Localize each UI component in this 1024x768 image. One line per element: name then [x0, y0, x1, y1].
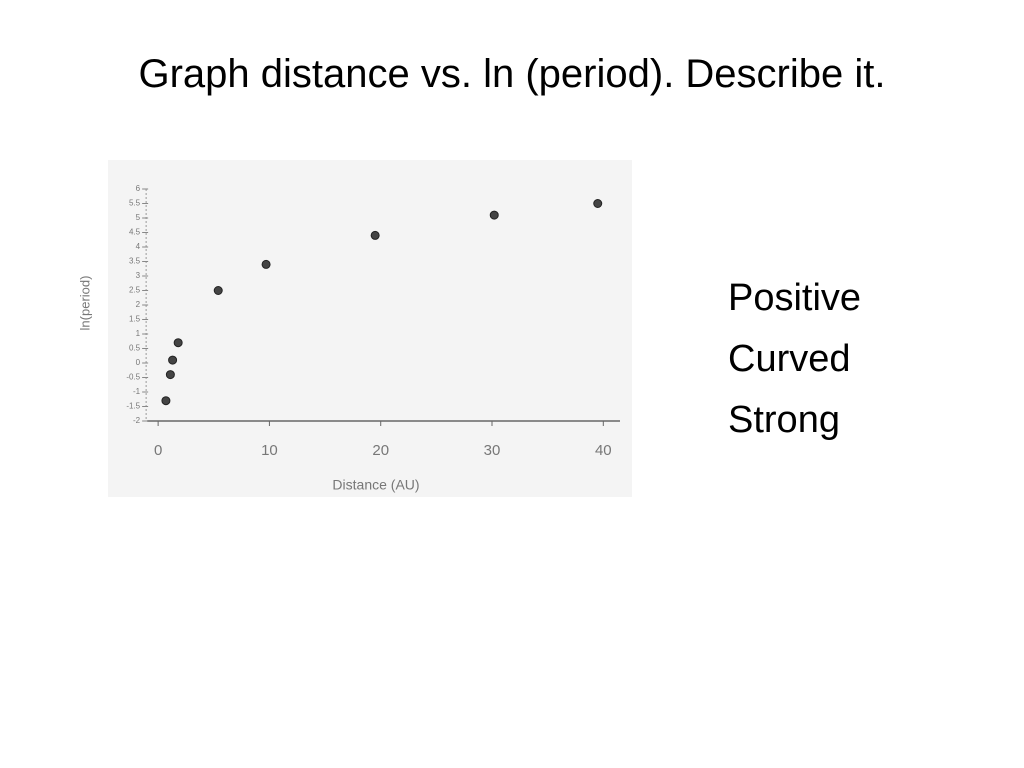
point	[370, 230, 380, 240]
slide-title: Graph distance vs. ln (period). Describe…	[138, 52, 886, 96]
point	[165, 370, 175, 380]
point	[593, 199, 603, 208]
y-tick-label: -1	[133, 387, 141, 396]
y-tick-label: 4.5	[129, 228, 141, 237]
y-tick-label: -2	[133, 416, 141, 425]
x-tick-label: 30	[484, 442, 501, 459]
x-tick-label: 10	[261, 442, 278, 459]
point	[161, 396, 171, 406]
y-tick-label: 3	[136, 271, 141, 280]
point	[173, 338, 183, 348]
point	[213, 286, 223, 295]
y-tick-label: -1.5	[126, 402, 140, 411]
y-tick-label: 2.5	[129, 286, 141, 295]
point: Positive	[728, 277, 862, 319]
x-axis-label: Distance (AU)	[332, 477, 419, 493]
point: Curved	[728, 338, 851, 380]
x-tick-label: 20	[372, 442, 389, 459]
x-tick-label: 0	[154, 442, 162, 459]
y-tick-label: 6	[136, 184, 141, 193]
y-tick-label: 3.5	[129, 257, 141, 266]
y-tick-label: 5.5	[129, 199, 141, 208]
y-tick-label: 4	[136, 242, 141, 251]
y-tick-label: 0.5	[129, 344, 141, 353]
y-tick-label: 1	[136, 329, 141, 338]
chart-background	[108, 160, 632, 497]
x-tick-label: 40	[595, 442, 612, 459]
point	[168, 355, 178, 365]
point	[489, 210, 499, 220]
point	[261, 259, 271, 269]
y-axis-label: ln(period)	[77, 276, 92, 331]
point: Strong	[728, 399, 840, 441]
y-tick-label: 5	[136, 213, 141, 222]
points: Positive Curved Strong	[728, 268, 861, 451]
y-tick-label: 0	[136, 358, 141, 367]
y-tick-label: 1.5	[129, 315, 141, 324]
y-tick-label: -0.5	[126, 373, 140, 382]
y-tick-label: 2	[136, 300, 141, 309]
